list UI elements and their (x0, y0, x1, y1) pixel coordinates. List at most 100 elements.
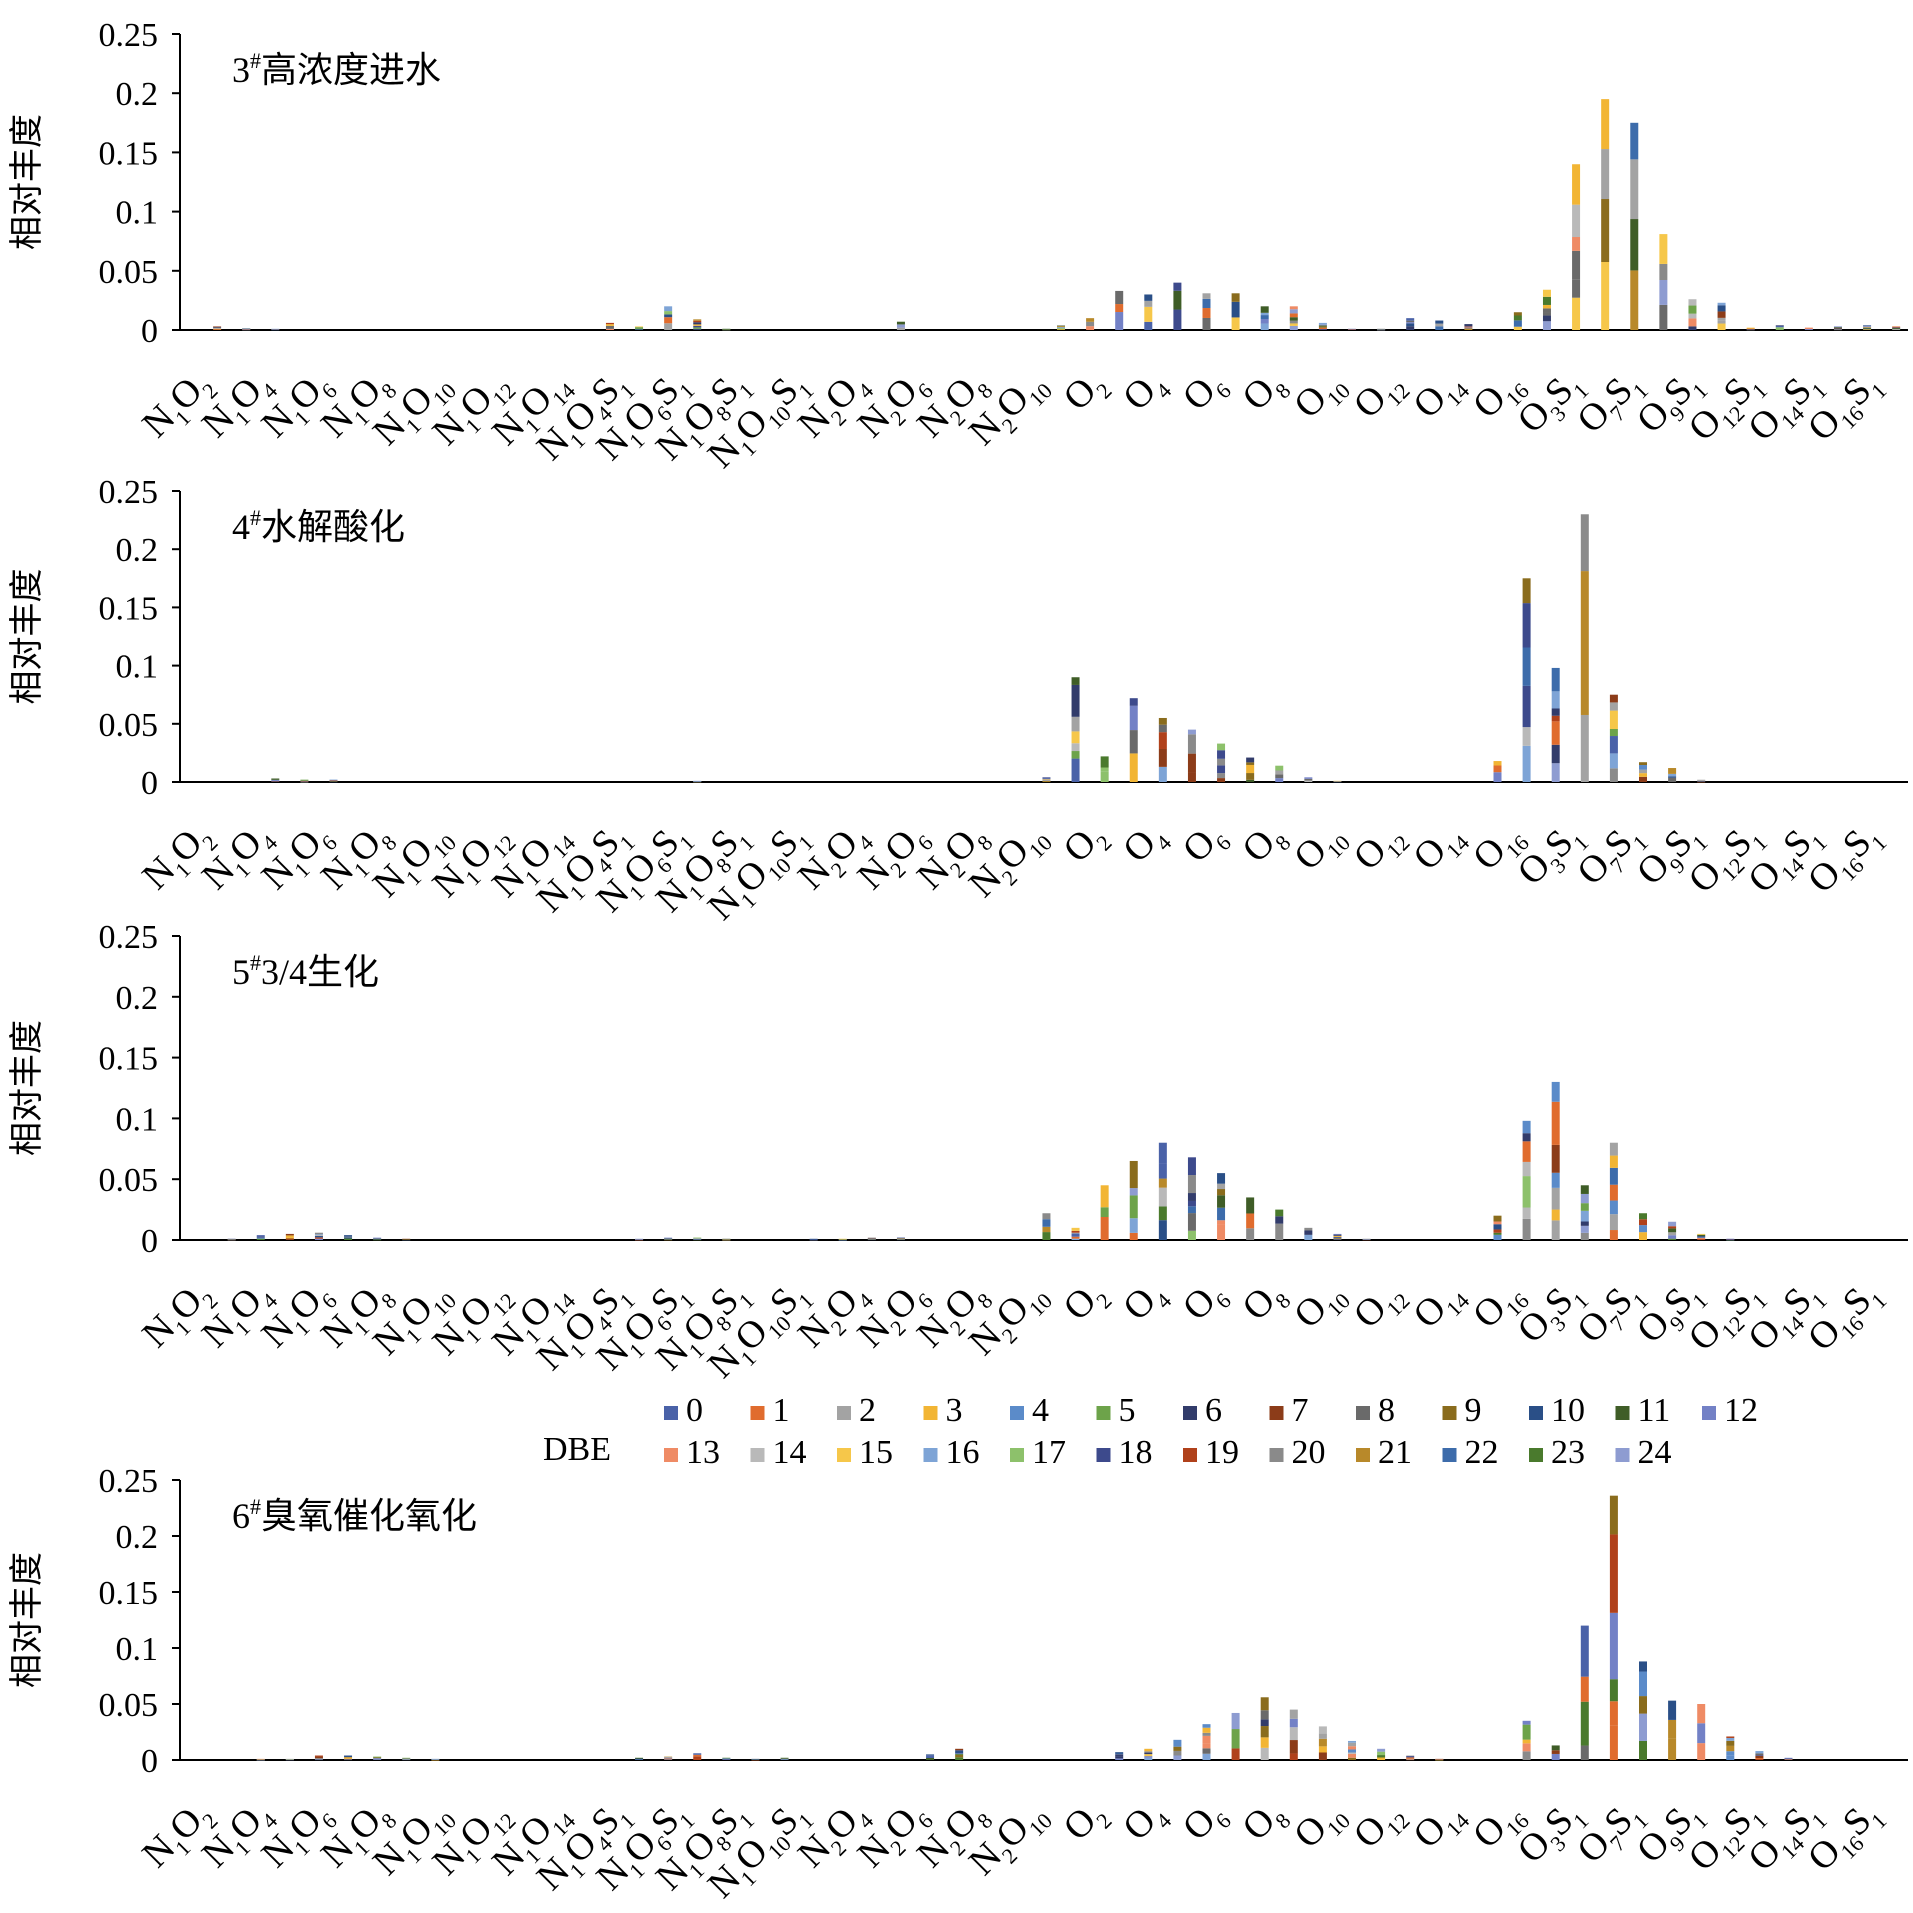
bar-segment (1493, 761, 1502, 766)
x-tick-label: O12 (1346, 814, 1415, 883)
bar-segment (1144, 321, 1153, 330)
bar (635, 326, 644, 330)
bar-segment (635, 329, 644, 330)
bar-segment (1275, 770, 1284, 775)
bar-segment (1668, 1700, 1677, 1720)
bar-segment (271, 779, 280, 781)
y-tick-label: 0.2 (116, 1519, 159, 1556)
bar-segment (635, 326, 644, 328)
x-tick-label: N2O10 (961, 1792, 1057, 1888)
bar-segment (1580, 1210, 1589, 1222)
bar-segment (300, 780, 309, 781)
bar-segment (1333, 1236, 1342, 1238)
bar-segment (1115, 290, 1124, 305)
bar-segment (1639, 773, 1647, 777)
bar-segment (1173, 1739, 1182, 1747)
bar-segment (1688, 326, 1697, 330)
bar-segment (1639, 1661, 1647, 1672)
bar-segment (1522, 1218, 1531, 1240)
bar-segment (1668, 1226, 1677, 1229)
bar-segment (1158, 1206, 1167, 1221)
bar (1202, 1724, 1211, 1760)
bar (635, 1238, 644, 1241)
bar (693, 1237, 702, 1241)
legend-item: 0 (664, 1392, 703, 1429)
bar-segment (213, 329, 222, 330)
x-tick-label: O14 (1405, 1792, 1474, 1861)
bar-segment (1377, 1757, 1386, 1760)
bar-segment (1275, 778, 1284, 782)
bar-segment (1513, 320, 1522, 327)
bar (1377, 328, 1386, 331)
bar (1362, 1238, 1371, 1241)
bar (1042, 1213, 1051, 1240)
x-tick-label: O14 (1405, 814, 1474, 883)
bar-segment (1522, 1141, 1531, 1162)
bar-segment (1231, 1729, 1240, 1749)
bar-segment (1609, 702, 1618, 711)
bar-segment (1572, 204, 1581, 238)
bar-segment (1129, 705, 1138, 731)
bar-segment (1275, 1216, 1284, 1224)
bar-segment (1260, 323, 1269, 330)
bar-segment (693, 322, 702, 325)
bar (1804, 327, 1813, 330)
x-tick-label: O8 (1234, 362, 1295, 423)
bar (1289, 306, 1298, 330)
bar-segment (1892, 326, 1901, 328)
bar-segment (693, 1237, 702, 1239)
legend-item: 6 (1183, 1392, 1222, 1429)
bar-segment (1609, 1701, 1618, 1726)
panel-4: 0.250.20.150.10.050相对丰度6#臭氧催化氧化N1O2N1O4N… (7, 1463, 1908, 1906)
bar-segment (314, 1236, 323, 1238)
bar-segment (1187, 1193, 1196, 1201)
bar-segment (1217, 1183, 1226, 1190)
bar-segment (1042, 780, 1051, 782)
x-tick-label: O14 (1405, 362, 1474, 431)
bar-segment (1551, 721, 1560, 745)
bar-segment (402, 1758, 411, 1760)
bar (1609, 1495, 1618, 1760)
bar-segment (1071, 716, 1080, 732)
bar-segment (1639, 1696, 1647, 1714)
bar (271, 328, 280, 331)
bar-segment (1260, 315, 1269, 319)
bar-segment (1246, 1197, 1255, 1214)
bar-segment (867, 1238, 876, 1239)
bar-segment (1580, 1185, 1589, 1194)
bar (1071, 677, 1080, 782)
bar-segment (664, 1237, 673, 1239)
bar-segment (1833, 326, 1842, 328)
bar (285, 1758, 294, 1761)
bar-segment (344, 1756, 353, 1758)
y-tick-label: 0.25 (99, 17, 159, 54)
bar-segment (1639, 1232, 1647, 1240)
bar-segment (1202, 308, 1211, 318)
bar-segment (1202, 1753, 1211, 1760)
bar-segment (955, 1754, 964, 1758)
bar-segment (1697, 1233, 1706, 1235)
bar-segment (1260, 306, 1269, 313)
bar-segment (1551, 1172, 1560, 1188)
legend-item: 5 (1096, 1392, 1136, 1429)
bar-segment (1348, 328, 1356, 330)
bar-segment (955, 1757, 964, 1760)
bar-segment (1086, 318, 1095, 322)
bar-segment (1217, 750, 1226, 759)
bar-segment (1158, 1187, 1167, 1207)
legend-swatch (923, 1448, 938, 1462)
bar-segment (1746, 328, 1755, 330)
bar (1513, 312, 1522, 330)
bar-segment (1630, 219, 1639, 271)
bar (300, 779, 309, 783)
bar-segment (1042, 779, 1051, 780)
bar-segment (693, 1756, 702, 1760)
bar-segment (1726, 1755, 1735, 1760)
bar-segment (1057, 328, 1065, 330)
bar (1668, 1221, 1677, 1240)
bar-segment (1231, 293, 1240, 302)
bar (1551, 1081, 1560, 1240)
bar-segment (693, 1238, 702, 1240)
bar-segment (1129, 1195, 1138, 1219)
bar-segment (1746, 328, 1755, 329)
